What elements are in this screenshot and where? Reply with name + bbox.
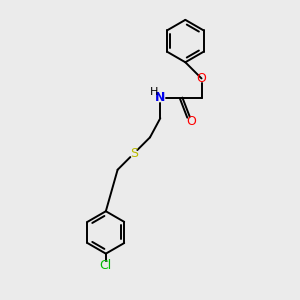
Text: H: H <box>150 87 158 97</box>
Text: S: S <box>130 147 138 160</box>
Text: N: N <box>155 91 166 104</box>
Text: Cl: Cl <box>100 259 112 272</box>
Text: O: O <box>186 115 196 128</box>
Text: O: O <box>196 72 206 85</box>
